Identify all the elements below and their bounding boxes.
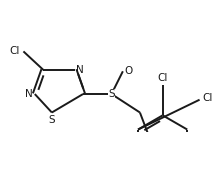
Text: S: S (108, 89, 115, 99)
Text: Cl: Cl (157, 73, 168, 83)
Text: S: S (49, 115, 55, 125)
Text: Cl: Cl (10, 46, 20, 56)
Text: N: N (76, 65, 84, 75)
Text: N: N (25, 89, 33, 99)
Text: Cl: Cl (202, 93, 213, 103)
Text: O: O (124, 66, 132, 76)
